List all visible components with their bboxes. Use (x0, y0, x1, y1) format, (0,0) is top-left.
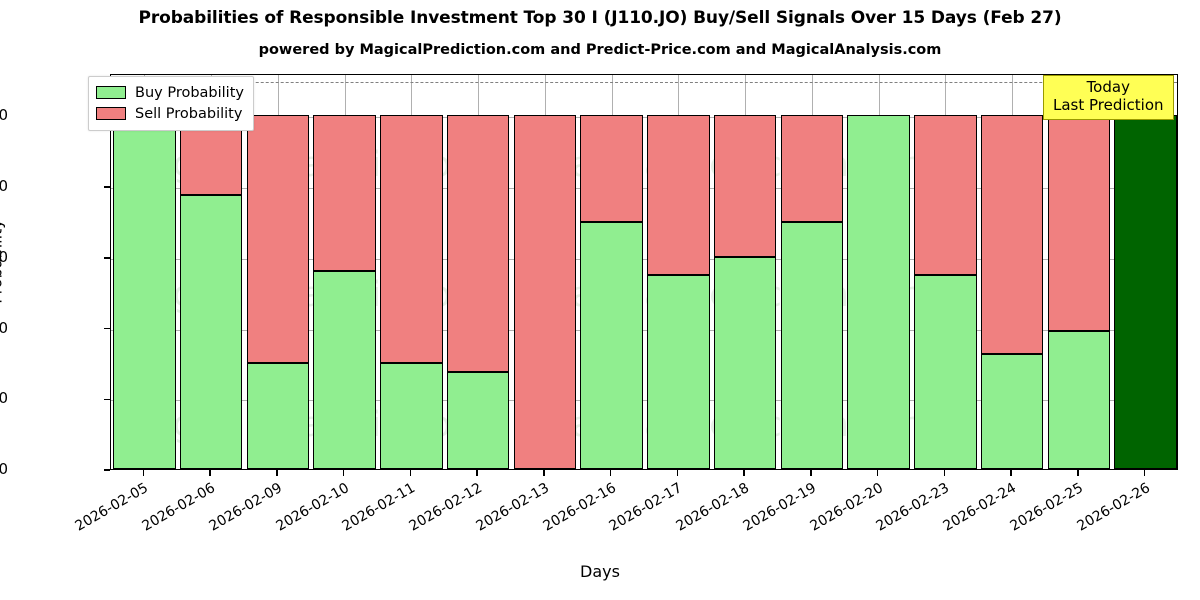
bar-segment-sell[interactable] (1047, 115, 1111, 332)
chart-title: Probabilities of Responsible Investment … (138, 8, 1062, 28)
bar-segment-buy[interactable] (713, 256, 777, 469)
legend-swatch-buy-icon (96, 86, 126, 99)
x-tick-mark (810, 470, 812, 476)
bar-segment-sell[interactable] (980, 115, 1044, 355)
bar-segment-sell[interactable] (380, 115, 443, 363)
bar-segment-buy[interactable] (179, 194, 243, 469)
bar-segment-buy[interactable] (847, 115, 910, 469)
bar-segment-buy[interactable] (113, 115, 176, 469)
bar-segment-sell[interactable] (513, 115, 577, 469)
x-tick-mark (1143, 470, 1146, 476)
x-tick-mark (609, 470, 612, 476)
bar-group[interactable] (313, 75, 376, 469)
y-tick-mark (104, 398, 110, 400)
x-tick-mark (676, 470, 679, 476)
bar-group[interactable] (780, 75, 844, 469)
y-tick-mark (104, 327, 110, 330)
bar-segment-sell[interactable] (780, 115, 844, 222)
x-tick-mark (476, 470, 478, 476)
bar-group[interactable] (1047, 75, 1111, 469)
today-label-line2: Last Prediction (1053, 95, 1164, 114)
y-tick-label: 40 (0, 318, 8, 337)
x-tick-mark (743, 470, 745, 476)
reference-line-dashed (111, 82, 1177, 84)
bar-segment-buy[interactable] (647, 274, 710, 469)
bar-segment-buy[interactable] (446, 371, 510, 469)
bar-segment-buy[interactable] (914, 274, 977, 469)
y-tick-label: 60 (0, 247, 8, 266)
y-tick-mark (104, 469, 110, 471)
today-annotation-box: Today Last Prediction (1043, 75, 1174, 121)
bar-segment-sell[interactable] (446, 115, 510, 372)
x-tick-mark (342, 470, 345, 476)
bar-segment-buy[interactable] (580, 221, 643, 469)
legend-swatch-sell-icon (96, 107, 126, 120)
plot-area: MagicalAnalysis.comMagicalPrediction.com… (110, 74, 1178, 470)
bar-group[interactable] (580, 75, 643, 469)
x-tick-mark (1010, 470, 1012, 476)
y-tick-label: 100 (0, 106, 8, 125)
legend-label: Buy Probability (135, 84, 244, 101)
gridline-horizontal (111, 117, 1177, 119)
bar-group[interactable] (246, 75, 310, 469)
x-tick-mark (876, 470, 879, 476)
bar-segment-buy[interactable] (780, 221, 844, 469)
x-tick-mark (142, 470, 145, 476)
x-tick-mark (276, 470, 278, 476)
y-tick-mark (104, 186, 110, 188)
x-tick-mark (943, 470, 946, 476)
y-tick-label: 0 (0, 460, 8, 478)
gridline-horizontal (111, 258, 1177, 260)
bar-segment-today[interactable] (1114, 115, 1177, 469)
bar-group[interactable] (513, 75, 577, 469)
x-tick-mark (543, 470, 545, 476)
bar-group[interactable] (380, 75, 443, 469)
bar-segment-sell[interactable] (914, 115, 977, 275)
y-axis-label: Probability (0, 219, 6, 304)
bar-group[interactable] (1114, 75, 1177, 469)
bar-segment-buy[interactable] (313, 271, 376, 469)
bar-segment-sell[interactable] (647, 115, 710, 275)
y-tick-mark (104, 257, 110, 259)
legend-item[interactable]: Buy Probability (96, 82, 244, 103)
bar-segment-buy[interactable] (246, 362, 310, 469)
gridline-horizontal (111, 400, 1177, 402)
x-tick-mark (209, 470, 211, 476)
bar-group[interactable] (647, 75, 710, 469)
bar-group[interactable] (446, 75, 510, 469)
bar-group[interactable] (179, 75, 243, 469)
x-tick-mark (1077, 470, 1079, 476)
legend-item[interactable]: Sell Probability (96, 103, 244, 124)
bar-segment-sell[interactable] (580, 115, 643, 222)
chart-legend: Buy Probability Sell Probability (88, 76, 254, 131)
bar-group[interactable] (713, 75, 777, 469)
bar-segment-sell[interactable] (246, 115, 310, 363)
bar-segment-buy[interactable] (380, 362, 443, 469)
bar-group[interactable] (980, 75, 1044, 469)
bar-segment-sell[interactable] (713, 115, 777, 257)
legend-label: Sell Probability (135, 105, 243, 122)
x-tick-mark (409, 470, 412, 476)
y-tick-label: 20 (0, 389, 8, 408)
bar-segment-buy[interactable] (980, 354, 1044, 469)
y-tick-label: 80 (0, 177, 8, 196)
bar-group[interactable] (914, 75, 977, 469)
x-axis-label: Days (580, 562, 620, 581)
bar-segment-sell[interactable] (313, 115, 376, 271)
plot-inner: MagicalAnalysis.comMagicalPrediction.com… (111, 75, 1177, 469)
bar-group[interactable] (847, 75, 910, 469)
chart-subtitle: powered by MagicalPrediction.com and Pre… (258, 42, 942, 58)
bar-segment-buy[interactable] (1047, 331, 1111, 469)
gridline-horizontal (111, 329, 1177, 331)
bar-group[interactable] (113, 75, 176, 469)
gridline-horizontal (111, 188, 1177, 190)
today-label-line1: Today (1086, 78, 1130, 96)
